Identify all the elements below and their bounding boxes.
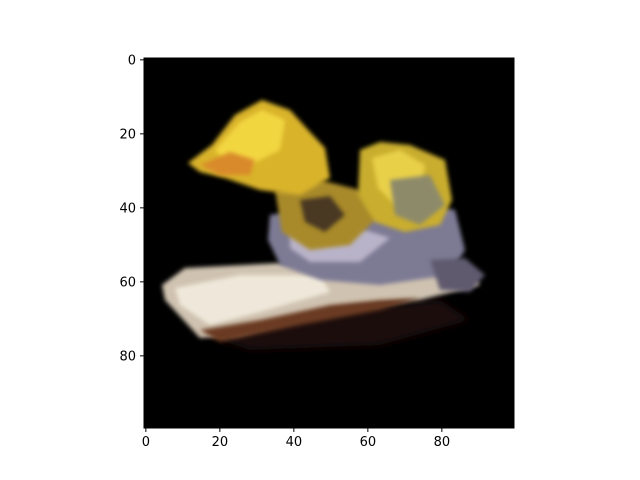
x-tick-label: 20 xyxy=(212,435,229,450)
object-right-tail xyxy=(430,258,485,292)
y-tick-label: 40 xyxy=(119,201,136,216)
x-tick-label: 60 xyxy=(360,435,377,450)
object-base-edge xyxy=(200,298,420,342)
object-right-block-shade xyxy=(390,175,445,225)
rendered-object xyxy=(162,100,485,350)
x-tick-label: 40 xyxy=(286,435,303,450)
image-area xyxy=(144,58,514,428)
object-shadow xyxy=(190,300,470,350)
y-axis: 0 20 40 60 80 xyxy=(119,53,144,364)
x-tick-label: 0 xyxy=(142,435,150,450)
object-left-wing-orange xyxy=(200,152,255,175)
y-tick-label: 60 xyxy=(119,275,136,290)
x-axis: 0 20 40 60 80 xyxy=(142,428,450,450)
y-tick-label: 20 xyxy=(119,127,136,142)
y-tick-label: 80 xyxy=(119,349,136,364)
y-tick-label: 0 xyxy=(128,53,136,68)
object-mid-dark xyxy=(300,196,345,232)
axes-frame xyxy=(143,57,515,429)
x-tick-label: 80 xyxy=(434,435,451,450)
object-base-highlight xyxy=(175,275,330,325)
object-left-wing-highlight xyxy=(215,110,285,165)
